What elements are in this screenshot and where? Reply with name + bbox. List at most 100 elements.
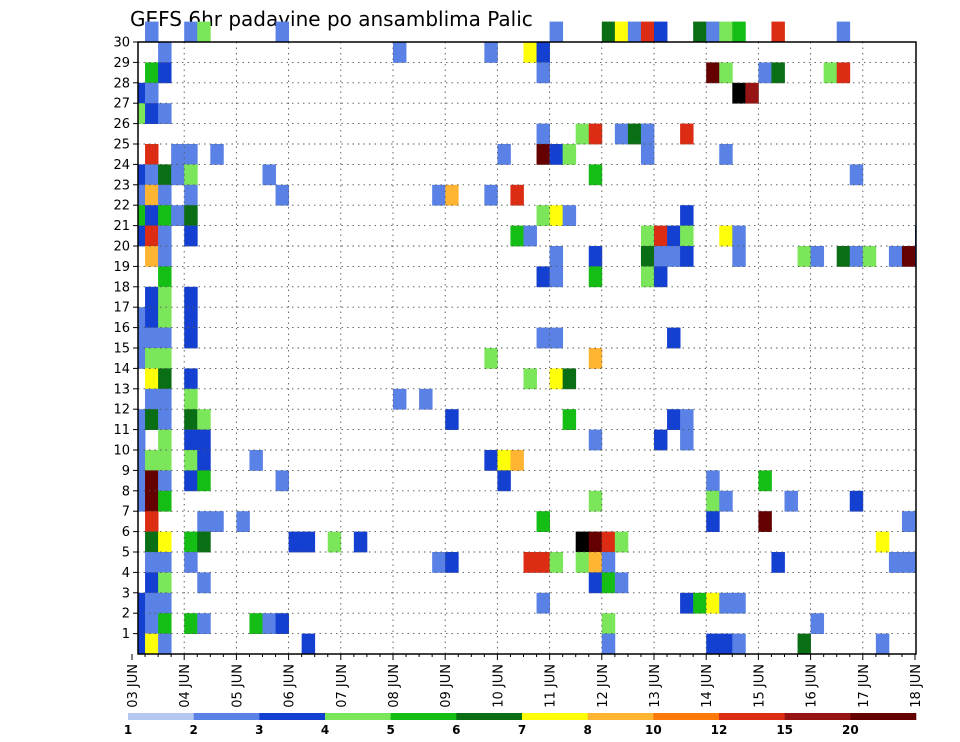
heatmap-cell	[536, 552, 550, 573]
heatmap-cell	[797, 246, 811, 267]
y-tick-label: 23	[113, 178, 130, 193]
heatmap-cell	[523, 225, 537, 247]
heatmap-cell	[667, 246, 681, 267]
heatmap-cell	[654, 225, 668, 247]
colorbar-label: 6	[452, 723, 460, 737]
heatmap-cell	[601, 613, 616, 634]
heatmap-cell	[445, 552, 459, 573]
heatmap-cell	[588, 164, 603, 186]
heatmap-cell	[275, 470, 289, 492]
x-tick-label: 12 JUN	[596, 664, 611, 708]
heatmap-cell	[680, 246, 694, 267]
heatmap-cell	[158, 184, 172, 206]
heatmap-cell	[497, 450, 511, 471]
heatmap-cell	[249, 450, 263, 471]
heatmap-cell	[497, 470, 511, 492]
heatmap-cell	[680, 429, 694, 451]
heatmap-cell	[393, 42, 407, 63]
heatmap-cell	[145, 592, 159, 614]
y-tick-label: 26	[113, 117, 130, 132]
heatmap-cell	[601, 633, 616, 655]
colorbar-swatch	[193, 713, 260, 720]
heatmap-cell	[197, 450, 211, 471]
heatmap-cell	[184, 388, 198, 410]
heatmap-cell	[849, 164, 864, 186]
heatmap-cell	[145, 164, 159, 186]
heatmap-cell	[145, 388, 159, 410]
heatmap-cell	[654, 21, 668, 43]
heatmap-cell	[901, 511, 916, 532]
heatmap-cell	[197, 511, 211, 532]
heatmap-cell	[588, 348, 603, 369]
heatmap-cell	[262, 613, 276, 634]
y-tick-label: 28	[113, 76, 130, 91]
heatmap-cell	[510, 225, 524, 247]
heatmap-cell	[614, 21, 629, 43]
heatmap-cell	[184, 205, 198, 226]
heatmap-cell	[184, 144, 198, 165]
heatmap-cell	[184, 552, 198, 573]
colorbar-label: 10	[645, 723, 662, 737]
heatmap-cell	[184, 307, 198, 328]
heatmap-cell	[654, 246, 668, 267]
heatmap-cell	[158, 246, 172, 267]
heatmap-cell	[758, 62, 772, 84]
heatmap-cell	[510, 184, 524, 206]
heatmap-cell	[158, 572, 172, 594]
heatmap-cell	[184, 470, 198, 492]
y-tick-label: 22	[113, 199, 130, 214]
heatmap-cell	[654, 266, 668, 288]
heatmap-cell	[588, 531, 603, 553]
heatmap-cell	[667, 225, 681, 247]
heatmap-cell	[536, 327, 550, 349]
heatmap-cell	[158, 388, 172, 410]
heatmap-cell	[262, 164, 276, 186]
heatmap-cell	[732, 225, 746, 247]
colorbar-label: 5	[386, 723, 394, 737]
heatmap-cell	[588, 429, 603, 451]
heatmap-cell	[145, 470, 159, 492]
heatmap-cell	[138, 327, 146, 349]
heatmap-cell	[732, 592, 746, 614]
heatmap-cell	[158, 225, 172, 247]
colorbar-swatch	[390, 713, 457, 720]
heatmap-cell	[536, 205, 550, 226]
y-tick-label: 12	[113, 403, 130, 418]
x-tick-label: 06 JUN	[283, 664, 298, 708]
heatmap-cell	[875, 633, 890, 655]
heatmap-cell	[145, 307, 159, 328]
heatmap-cell	[445, 184, 459, 206]
heatmap-cell	[138, 225, 146, 247]
heatmap-cell	[184, 225, 198, 247]
heatmap-cell	[680, 205, 694, 226]
colorbar-swatch	[456, 713, 523, 720]
x-tick-label: 15 JUN	[752, 664, 767, 708]
x-tick-label: 08 JUN	[387, 664, 402, 708]
heatmap-cell	[145, 286, 159, 308]
heatmap-cell	[145, 327, 159, 349]
heatmap-cell	[640, 144, 655, 165]
y-tick-label: 6	[122, 525, 130, 540]
heatmap-cell	[706, 470, 720, 492]
heatmap-cell	[158, 103, 172, 124]
heatmap-cell	[536, 511, 550, 532]
y-tick-label: 18	[113, 280, 130, 295]
y-tick-label: 24	[113, 158, 130, 173]
heatmap-cell	[693, 592, 707, 614]
heatmap-cell	[184, 531, 198, 553]
heatmap-cell	[158, 205, 172, 226]
heatmap-cell	[849, 490, 864, 512]
heatmap-cell	[145, 552, 159, 573]
heatmap-cell	[523, 552, 537, 573]
y-tick-label: 25	[113, 138, 130, 153]
y-tick-label: 1	[122, 627, 130, 642]
x-tick-label: 03 JUN	[126, 664, 141, 708]
y-tick-label: 4	[122, 566, 130, 581]
heatmap-cell	[771, 552, 785, 573]
heatmap-cell	[210, 511, 224, 532]
heatmap-cell	[693, 21, 707, 43]
colorbar-swatch	[522, 713, 588, 720]
heatmap-cell	[249, 613, 263, 634]
heatmap-cell	[327, 531, 342, 553]
heatmap-cell	[719, 490, 733, 512]
